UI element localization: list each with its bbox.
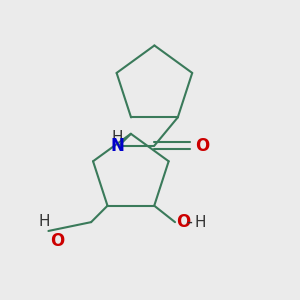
Text: N: N: [111, 136, 124, 154]
Text: H: H: [112, 130, 123, 145]
Text: H: H: [194, 214, 206, 230]
Text: H: H: [38, 214, 50, 230]
Text: -: -: [186, 213, 192, 231]
Text: O: O: [195, 136, 209, 154]
Text: O: O: [50, 232, 64, 250]
Text: O: O: [176, 213, 191, 231]
